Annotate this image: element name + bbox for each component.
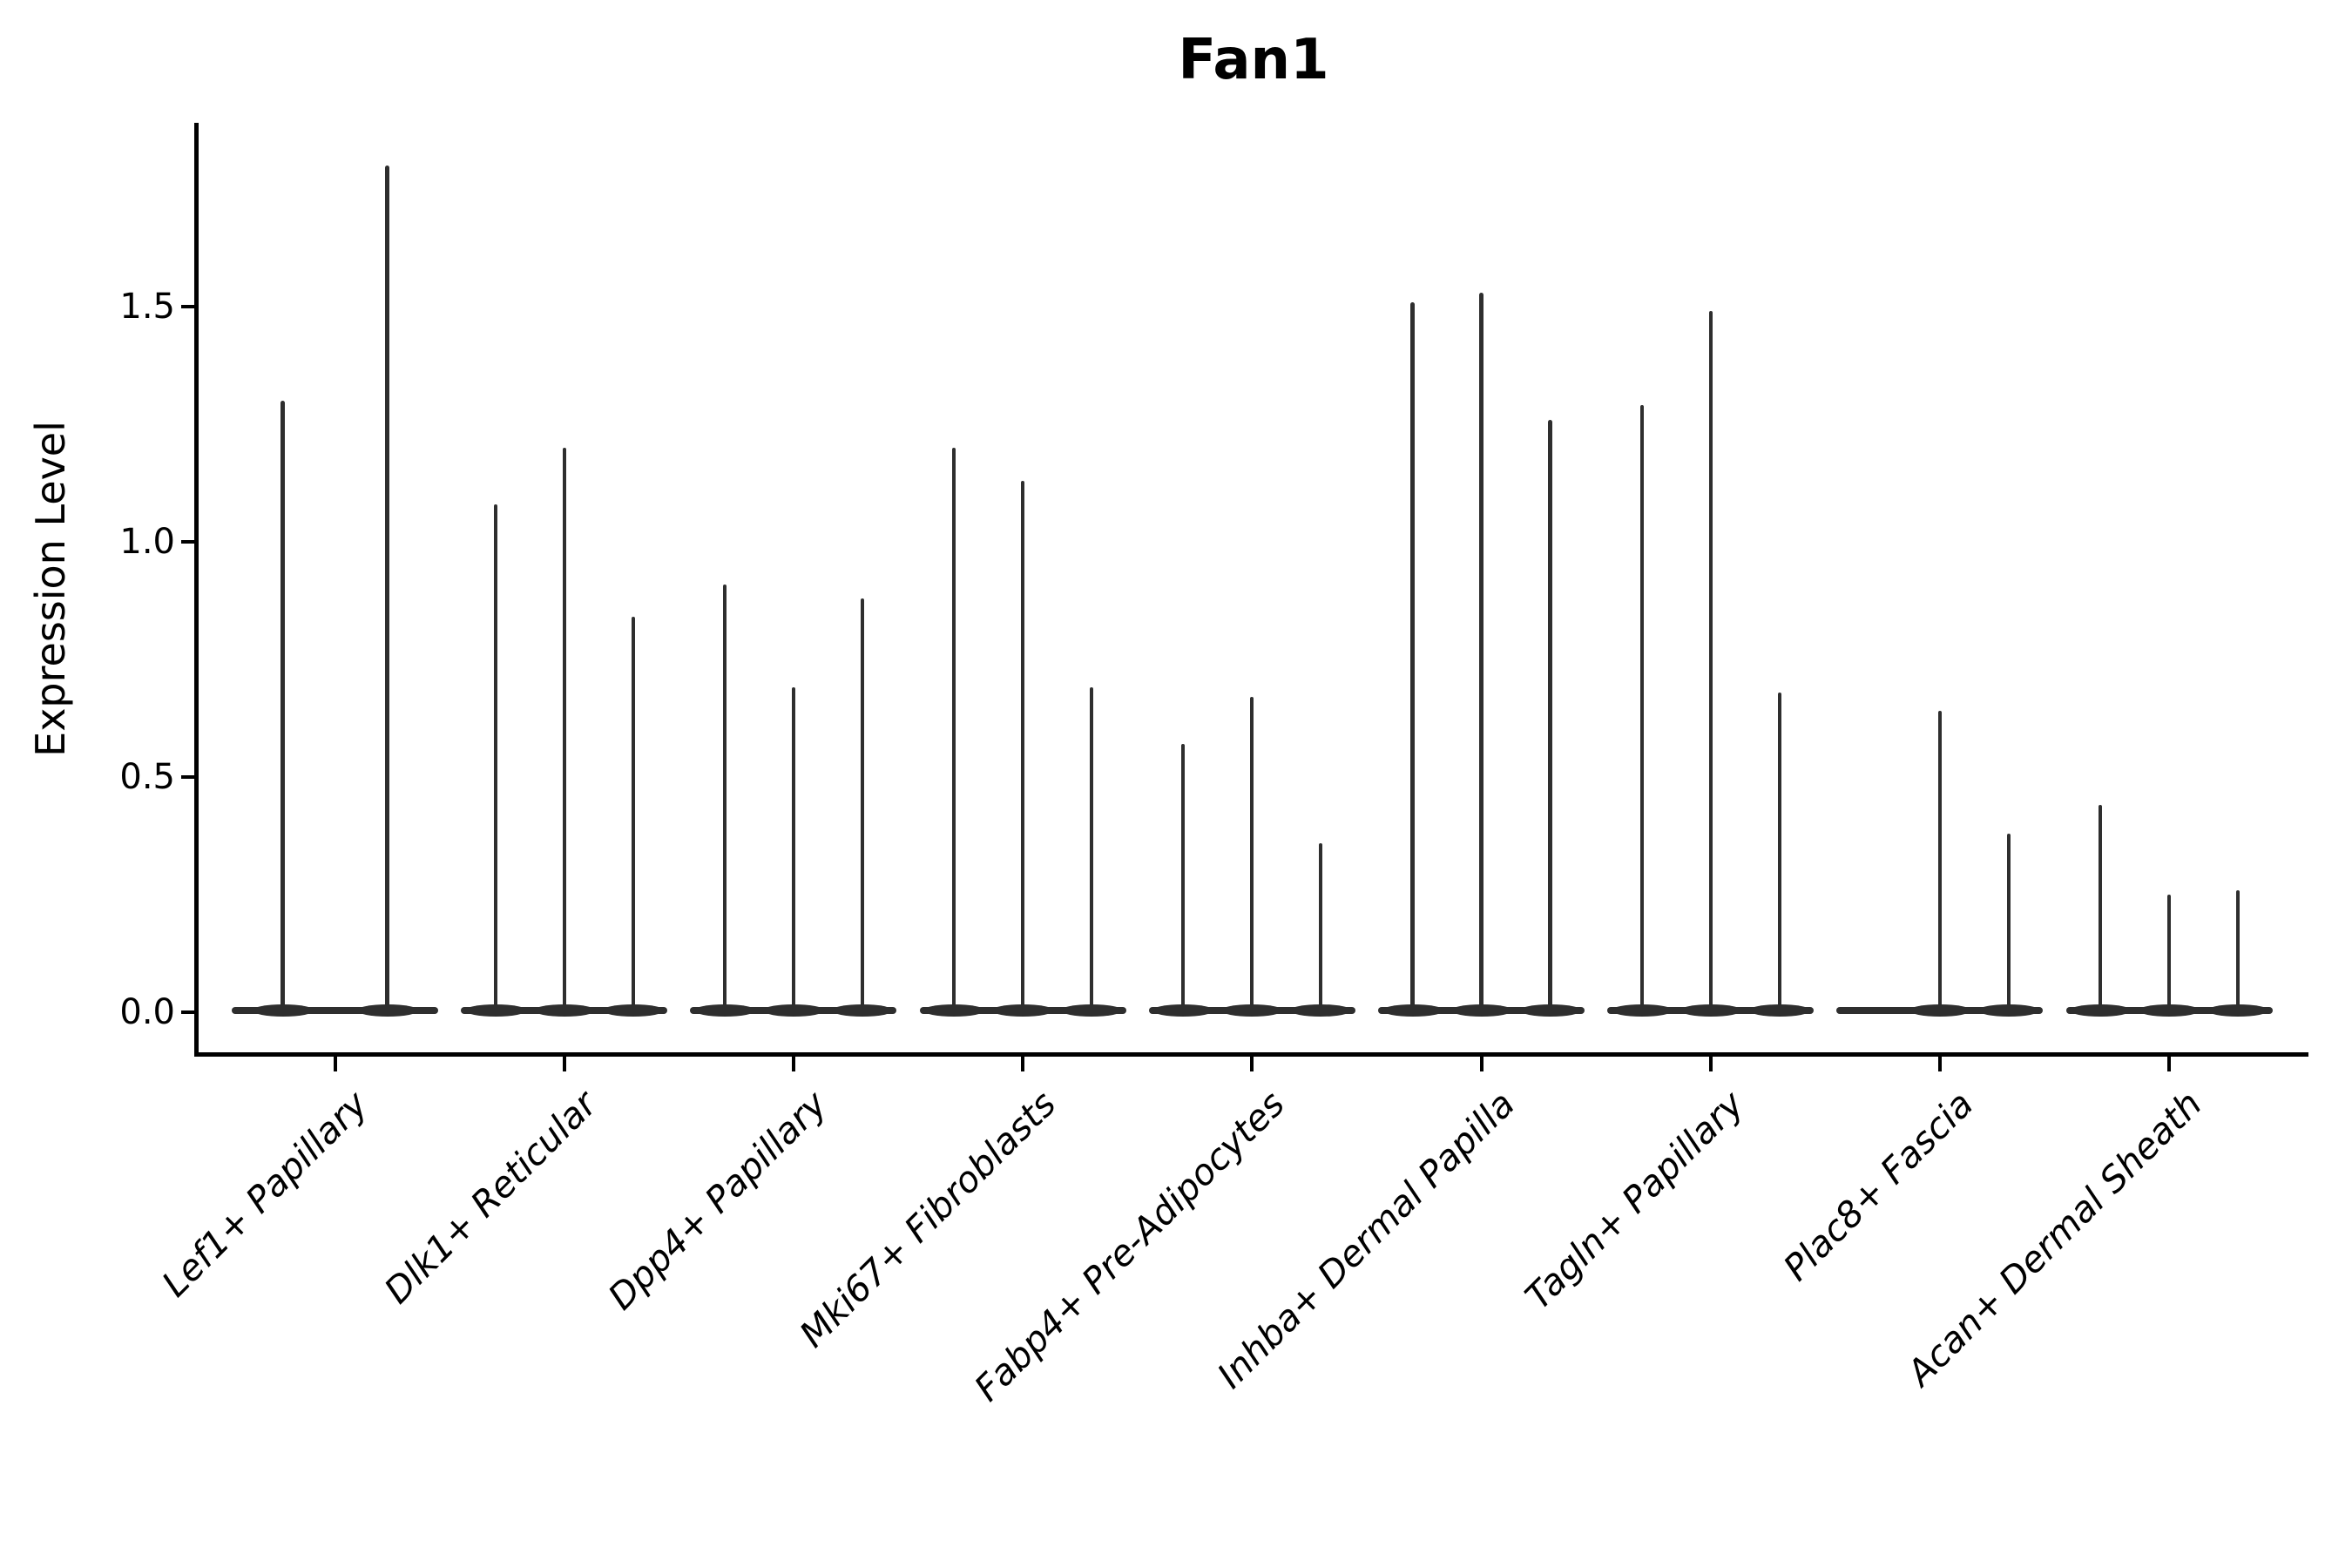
violin-base — [232, 1007, 438, 1014]
violin-spike — [1708, 311, 1713, 1012]
y-tick — [181, 775, 194, 779]
y-tick — [181, 540, 194, 544]
violin-spike — [791, 687, 796, 1012]
violin-spike — [722, 584, 727, 1012]
y-tick — [181, 1010, 194, 1014]
violin-spike — [1181, 744, 1186, 1012]
y-tick — [181, 305, 194, 308]
violin-spike — [631, 617, 635, 1012]
x-tick — [1937, 1057, 1942, 1071]
x-tick-label: Plac8+ Fascia — [1774, 1083, 1982, 1289]
violin-spike — [1937, 711, 1943, 1012]
violin-spike — [1319, 842, 1323, 1012]
y-axis-spine — [194, 123, 199, 1057]
violin-spike — [1089, 687, 1094, 1012]
violin-spike — [2166, 895, 2172, 1012]
violin-spike — [1410, 301, 1415, 1012]
violin-spike — [1777, 692, 1781, 1012]
y-tick-label: 1.5 — [119, 287, 175, 327]
violin-spike — [1639, 405, 1644, 1012]
y-tick-label: 0.5 — [119, 757, 175, 797]
violin-spike — [2235, 889, 2240, 1012]
x-tick — [1708, 1057, 1713, 1071]
violin-spike — [860, 598, 865, 1012]
x-axis-spine — [194, 1052, 2308, 1057]
x-tick-label: Dlk1+ Reticular — [376, 1083, 605, 1312]
plot-title: Fan1 — [1178, 28, 1329, 92]
violin-spike — [385, 166, 389, 1012]
x-tick-label: Tagln+ Papillary — [1517, 1083, 1752, 1318]
y-tick-label: 0.0 — [119, 992, 175, 1032]
violin-spike — [493, 504, 497, 1012]
x-tick-label: Dpp4+ Papillary — [599, 1083, 835, 1318]
x-tick — [1479, 1057, 1484, 1071]
violin-spike — [1479, 292, 1484, 1012]
x-tick-label: Mki67+ Fibroblasts — [791, 1083, 1064, 1355]
violin-spike — [951, 448, 956, 1012]
violin-spike — [280, 401, 285, 1012]
x-tick — [333, 1057, 337, 1071]
x-tick — [791, 1057, 795, 1071]
x-tick — [1250, 1057, 1254, 1071]
violin-spike — [2098, 805, 2103, 1012]
violin-spike — [1548, 419, 1552, 1012]
x-tick — [1021, 1057, 1025, 1071]
violin-spike — [1250, 697, 1254, 1012]
x-tick — [562, 1057, 566, 1071]
violin-spike — [562, 448, 566, 1012]
violin-spike — [2006, 833, 2011, 1012]
x-tick — [2167, 1057, 2172, 1071]
y-tick-label: 1.0 — [119, 522, 175, 562]
x-tick-label: Lef1+ Papillary — [153, 1083, 376, 1305]
violin-spike — [1020, 480, 1025, 1012]
